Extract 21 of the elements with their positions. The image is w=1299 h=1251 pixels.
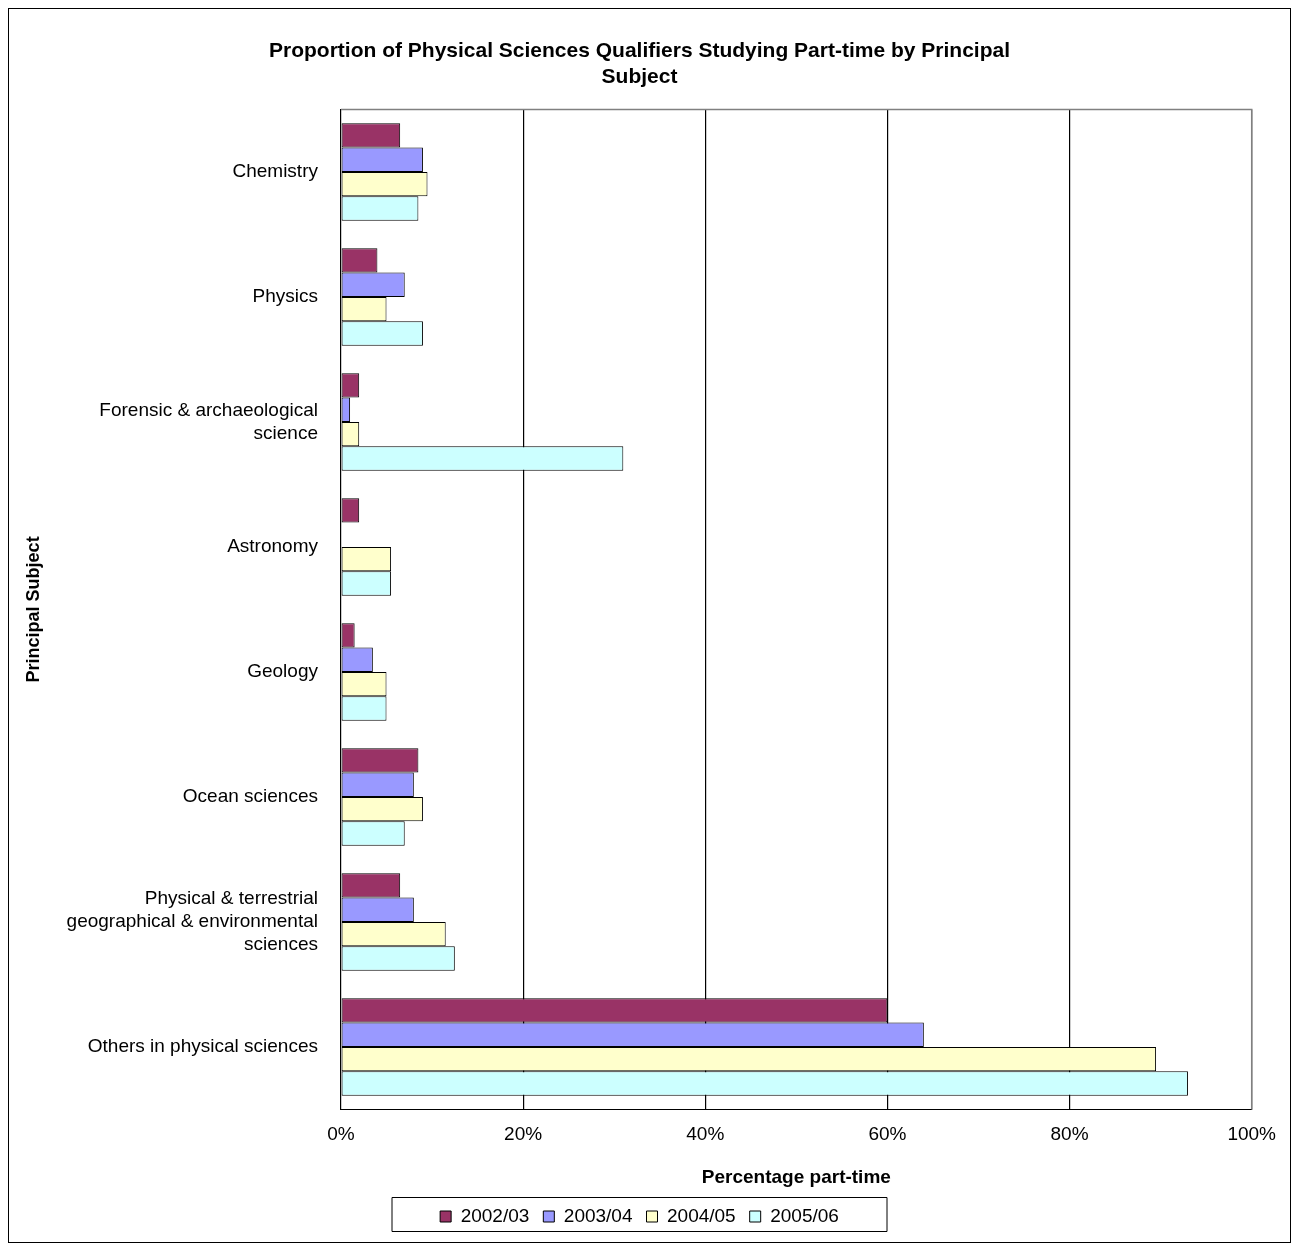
x-tick-label: 40% bbox=[686, 1123, 725, 1145]
legend-label: 2003/04 bbox=[563, 1204, 633, 1226]
y-tick-label: Forensic & archaeological science bbox=[99, 398, 318, 443]
legend-label: 2005/06 bbox=[770, 1204, 839, 1226]
y-tick-label: Others in physical sciences bbox=[87, 1035, 318, 1057]
legend-label: 2002/03 bbox=[460, 1204, 530, 1226]
y-tick-label: Physics bbox=[252, 285, 318, 307]
y-axis-title: Principal Subject bbox=[22, 536, 43, 683]
legend-label: 2004/05 bbox=[667, 1204, 736, 1226]
y-tick-label: Physical & terrestrial geographical & environmental sciences bbox=[66, 887, 318, 954]
x-axis-title: Percentage part-time bbox=[701, 1165, 891, 1187]
x-tick-label: 100% bbox=[1227, 1123, 1277, 1145]
chart-title: Proportion of Physical Sciences Qualifiers Studying Part-time by Principal Subject bbox=[268, 38, 1011, 87]
y-tick-label: Ocean sciences bbox=[182, 785, 318, 807]
x-tick-label: 20% bbox=[504, 1123, 543, 1145]
y-tick-label: Chemistry bbox=[232, 160, 319, 182]
x-tick-label: 80% bbox=[1050, 1123, 1089, 1145]
x-tick-label: 60% bbox=[868, 1123, 907, 1145]
y-tick-label: Astronomy bbox=[227, 535, 319, 557]
x-tick-label: 0% bbox=[327, 1123, 355, 1145]
y-tick-label: Geology bbox=[247, 660, 319, 682]
